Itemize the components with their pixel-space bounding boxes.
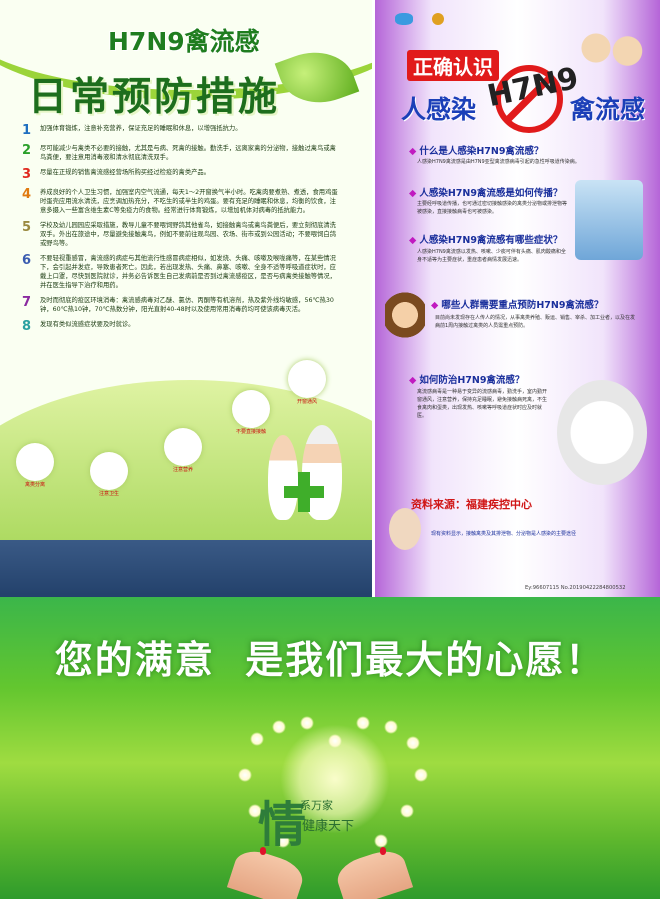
list-item: 7 及时而彻底的疫区环境消毒：禽流感病毒对乙醚、氯仿、丙酮等有机溶剂，热及紫外线均… (22, 296, 342, 314)
question-heading: 人感染H7N9禽流感有哪些症状？ (409, 232, 562, 246)
title-badge: 正确认识 (407, 50, 499, 81)
sick-person-illustration (575, 180, 643, 260)
bubble-icon: 注意卫生 (90, 452, 128, 497)
nurse-cartoon-icon (268, 435, 298, 520)
light-dot (356, 716, 370, 730)
footer-text: Ey:96607115 No.20190422284800532 (525, 585, 626, 591)
bubble-label: 开窗通风 (296, 399, 317, 405)
item-number: 1 (22, 123, 32, 138)
bottom-banner: 您的满意 是我们最大的心愿！ 情 系万家 健康天下 (0, 597, 660, 899)
item-text: 不要轻视重感冒，禽流感的病症与其他流行性感冒病症相似，如发烧、头痛、咳嗽及喉咙痛… (40, 255, 336, 289)
decorative-blue-strip (0, 540, 372, 597)
bubble-icon: 不要直接接触 (232, 390, 270, 435)
light-dot (414, 768, 428, 782)
bubble-label: 不要直接接触 (235, 429, 266, 435)
light-dot (238, 768, 252, 782)
bubble-icon: 开窗通风 (288, 360, 326, 405)
heart-light-icon (210, 712, 450, 899)
source-credit: 资料来源：福建疾控中心 (411, 498, 532, 511)
decorative-swoosh (0, 0, 372, 100)
prevention-list: 1 加强体育锻炼，注意补充营养，保证充足的睡眠和休息，以增强抵抗力。 2 尽可能减少… (22, 124, 342, 340)
nail-icon (260, 847, 266, 855)
item-number: 4 (22, 187, 32, 202)
banner-slogan: 您的满意 是我们最大的心愿！ (54, 638, 606, 682)
item-number: 3 (22, 167, 32, 182)
title-left: 人感染 (401, 95, 477, 124)
calligraphy-character: 情 (258, 797, 307, 853)
item-text: 尽可能减少与禽类不必要的接触，尤其是与病、死禽的接触。勤洗手，远离家禽的分泌物，… (40, 145, 336, 161)
poster-subtitle: H7N9禽流感 (108, 27, 260, 56)
question-heading: 人感染H7N9禽流感是如何传播？ (409, 185, 562, 199)
answer-text: 人感染H7N9禽流感以发热、咳嗽、少痰可伴有头痛、肌肉酸痛和全身不适等为主要症状… (417, 249, 566, 263)
bubble-label: 禽类分离 (24, 482, 45, 488)
item-text: 养成良好的个人卫生习惯，加强室内空气流通，每天1～2开窗换气半小时。吃禽肉要煮熟… (40, 189, 338, 214)
list-item: 2 尽可能减少与禽类不必要的接触，尤其是与病、死禽的接触。勤洗手，远离家禽的分泌物… (22, 144, 342, 162)
answer-text: 人感染H7N9禽流感是由H7N9亚型禽流感病毒引起的急性呼吸道传染病。 (417, 159, 580, 165)
logo-icon (395, 10, 445, 29)
list-item: 1 加强体育锻炼，注意补充营养，保证充足的睡眠和休息，以增强抵抗力。 (22, 124, 342, 138)
answer-text: 目前尚未发现存在人传人的情况，从事禽类养殖、贩运、销售、宰杀、加工业者，以及在发… (435, 315, 636, 329)
light-dot (248, 804, 262, 818)
bubble-icon: 注意营养 (164, 428, 202, 473)
list-item: 8 发现有类似流感症状要及时就诊。 (22, 320, 342, 334)
item-text: 学校及幼儿园园应采取措施，教导儿童不要喂饲野鸽其他雀鸟，如接触禽鸟或禽鸟粪便后，… (40, 222, 336, 247)
light-dot (300, 716, 314, 730)
item-text: 加强体育锻炼，注意补充营养，保证充足的睡眠和休息，以增强抵抗力。 (40, 125, 242, 132)
nail-icon (380, 847, 386, 855)
answer-text: 主要经呼吸道传播，也可通过密切接触感染的禽类分泌物或排泄物等被感染，直接接触病毒… (417, 201, 568, 215)
prevention-illustration (557, 380, 647, 485)
item-number: 2 (22, 143, 32, 158)
light-dot (250, 732, 264, 746)
people-cartoon-icon (575, 30, 645, 90)
poster-title: 人感染 禽流感 (401, 90, 645, 126)
list-item: 4 养成良好的个人卫生习惯，加强室内空气流通，每天1～2开窗换气半小时。吃禽肉要煮… (22, 188, 342, 215)
item-text: 尽量在正规的销售禽流感经营场所购买经过检疫的禽类产品。 (40, 169, 211, 176)
item-number: 7 (22, 295, 32, 310)
list-item: 6 不要轻视重感冒，禽流感的病症与其他流行性感冒病症相似，如发烧、头痛、咳嗽及喉咙… (22, 254, 342, 290)
banner-tagline-2: 健康天下 (302, 819, 355, 834)
light-dot (272, 720, 286, 734)
light-dot (384, 720, 398, 734)
bubble-label: 注意卫生 (98, 491, 119, 497)
bubble-icon: 禽类分离 (16, 443, 54, 488)
left-poster: H7N9禽流感 日常预防措施 1 加强体育锻炼，注意补充营养，保证充足的睡眠和休息… (0, 0, 372, 597)
cartoon-face-icon (385, 290, 425, 340)
banner-tagline-1: 系万家 (300, 799, 333, 812)
light-dot (374, 834, 388, 848)
light-dot (328, 734, 342, 748)
question-heading: 如何防治H7N9禽流感？ (409, 372, 524, 386)
item-number: 5 (22, 220, 32, 235)
light-dot (406, 736, 420, 750)
bubble-label: 注意营养 (172, 467, 193, 473)
no-entry-icon (495, 65, 563, 133)
note-text: 现有资料显示，接触禽类及其排泄物、分泌物是人感染的主要途径 (431, 531, 577, 537)
item-text: 及时而彻底的疫区环境消毒：禽流感病毒对乙醚、氯仿、丙酮等有机溶剂，热及紫外线均敏… (40, 297, 334, 313)
poster-title: 日常预防措施 (28, 75, 281, 120)
item-number: 8 (22, 319, 32, 334)
answer-text: 禽流感病毒是一种易于变异的流感病毒，勤洗手，室内勤开窗通风，注意营养，保持充足睡… (417, 389, 548, 419)
light-dot (400, 804, 414, 818)
doctor-cartoon-icon (389, 508, 421, 550)
item-number: 6 (22, 253, 32, 268)
list-item: 3 尽量在正规的销售禽流感经营场所购买经过检疫的禽类产品。 (22, 168, 342, 182)
question-heading: 什么是人感染H7N9禽流感？ (409, 143, 543, 157)
item-text: 发现有类似流感症状要及时就诊。 (40, 321, 135, 328)
medical-cross-icon (284, 472, 324, 512)
light-dot (276, 834, 290, 848)
title-right: 禽流感 (570, 95, 646, 124)
question-heading: 哪些人群需要重点预防H7N9禽流感？ (431, 297, 603, 311)
list-item: 5 学校及幼儿园园应采取措施，教导儿童不要喂饲野鸽其他雀鸟，如接触禽鸟或禽鸟粪便后… (22, 221, 342, 248)
